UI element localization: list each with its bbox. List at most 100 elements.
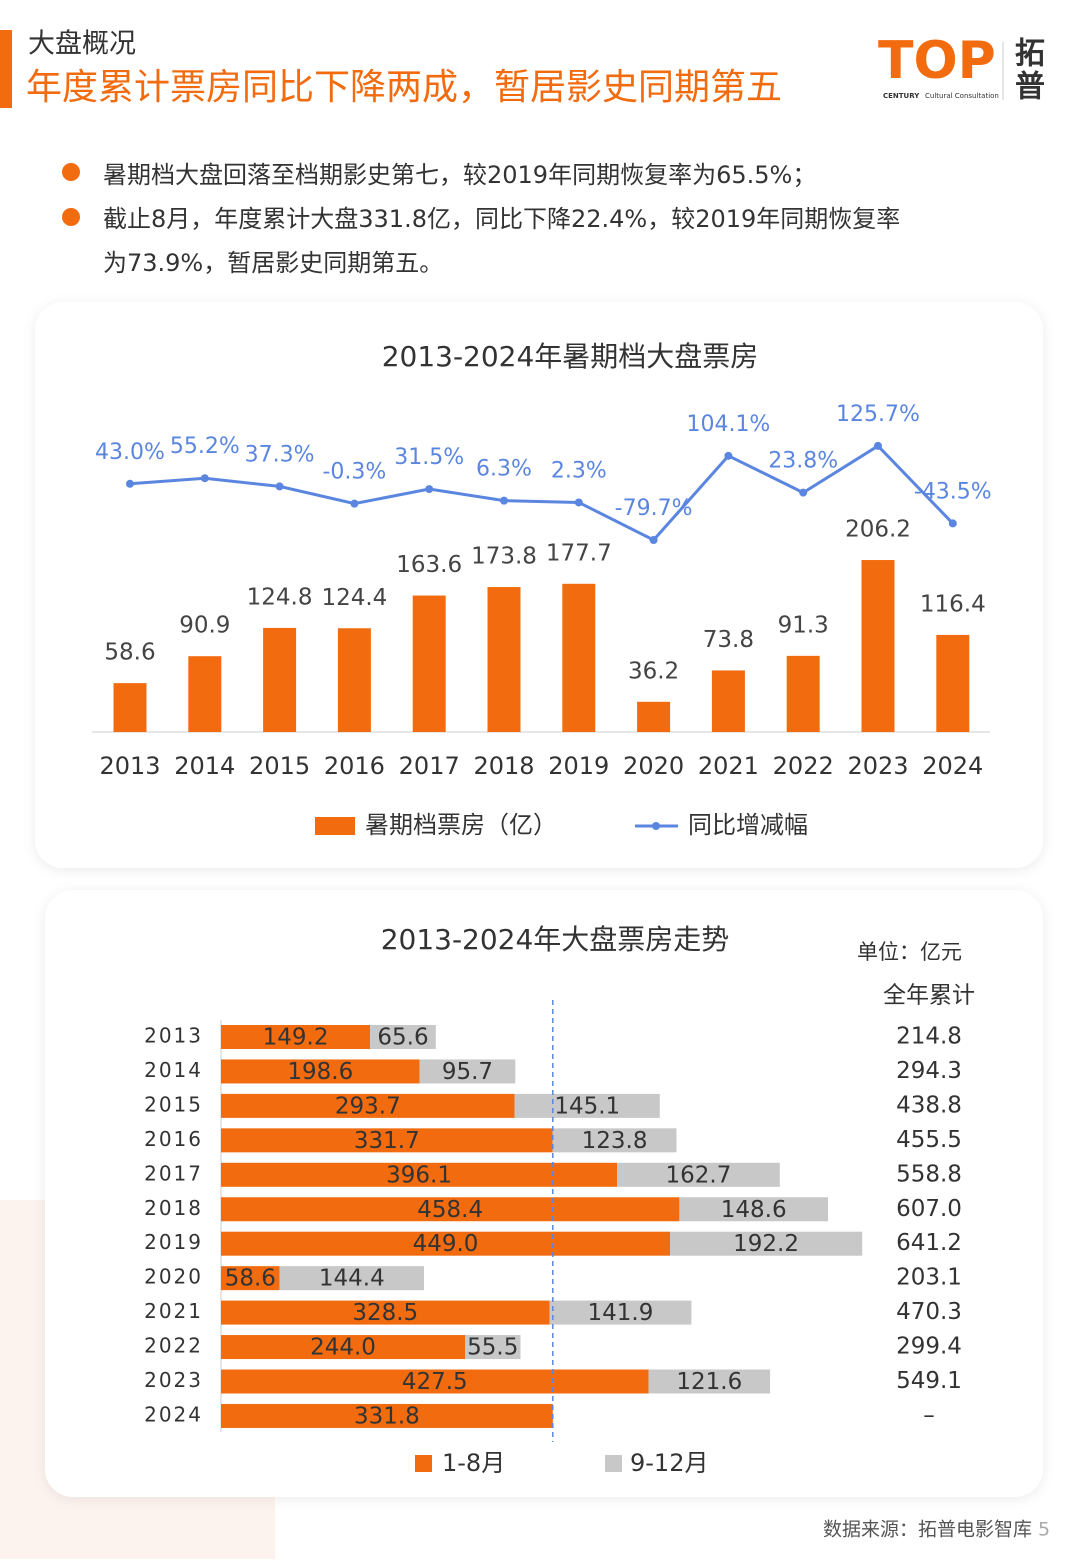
- y-tick-label: 2020: [144, 1265, 203, 1289]
- bar-segment: [670, 1231, 863, 1256]
- line-point: [275, 482, 284, 491]
- value-label: 162.7: [666, 1162, 732, 1188]
- bar-segment: [279, 1266, 424, 1291]
- chart-title: 2013-2024年暑期档大盘票房: [382, 340, 759, 373]
- value-label: 449.0: [413, 1231, 479, 1257]
- value-label: 65.6: [377, 1025, 428, 1051]
- value-label: 149.2: [263, 1025, 329, 1051]
- y-tick-label: 2016: [144, 1127, 203, 1151]
- total-label: 455.5: [896, 1127, 962, 1153]
- bullet-text: 为73.9%，暂居影史同期第五。: [103, 249, 443, 277]
- total-label: 214.8: [896, 1024, 962, 1050]
- bar-segment: [221, 1300, 550, 1325]
- source: 数据来源：拓普电影智库: [823, 1519, 1032, 1541]
- value-label: 145.1: [554, 1093, 620, 1119]
- bar-segment: [617, 1162, 780, 1187]
- total-label: 203.1: [896, 1265, 962, 1291]
- bar-segment: [552, 1128, 677, 1153]
- value-label: 206.2: [845, 517, 911, 543]
- bar-segment: [465, 1335, 521, 1360]
- bar-segment: [679, 1197, 828, 1222]
- legend-label: 暑期档票房（亿）: [365, 811, 557, 839]
- value-label: 90.9: [179, 613, 230, 639]
- legend-swatch: [652, 822, 660, 830]
- x-tick-label: 2022: [773, 752, 834, 780]
- logo-cn: 拓: [1015, 37, 1045, 72]
- value-label: 55.5: [467, 1335, 518, 1361]
- value-label: 55.2%: [170, 434, 240, 459]
- value-label: 148.6: [721, 1197, 787, 1223]
- total-label: –: [923, 1402, 935, 1428]
- value-label: 23.8%: [768, 449, 838, 474]
- line-point: [948, 519, 957, 528]
- x-tick-label: 2023: [847, 752, 908, 780]
- value-label: 58.6: [225, 1266, 276, 1292]
- line-point: [126, 479, 134, 488]
- unit-label: 单位：亿元: [857, 940, 962, 964]
- legend-label: 1-8月: [442, 1449, 505, 1477]
- x-tick-label: 2024: [922, 752, 983, 780]
- y-tick-label: 2023: [144, 1368, 203, 1392]
- y-tick-label: 2021: [144, 1299, 203, 1323]
- y-tick-label: 2024: [144, 1402, 203, 1426]
- bar: [113, 683, 147, 732]
- bar: [487, 587, 521, 732]
- value-label: 244.0: [310, 1335, 376, 1361]
- value-label: 163.6: [396, 552, 462, 578]
- line: [129, 444, 954, 542]
- bar: [188, 656, 222, 732]
- total-label: 641.2: [896, 1230, 962, 1256]
- page-title: 年度累计票房同比下降两成，暂居影史同期第五: [26, 67, 782, 108]
- y-tick-label: 2013: [144, 1024, 203, 1048]
- legend-label: 9-12月: [630, 1449, 708, 1477]
- y-tick-label: 2014: [144, 1058, 203, 1082]
- bullet-dot: [62, 163, 80, 181]
- bar-segment: [648, 1369, 771, 1394]
- y-tick-label: 2018: [144, 1196, 203, 1220]
- bar-segment: [221, 1128, 553, 1153]
- x-tick-label: 2018: [473, 752, 534, 780]
- y-tick-label: 2015: [144, 1092, 203, 1116]
- line-point: [574, 498, 583, 507]
- bar-segment: [221, 1025, 371, 1049]
- total-label: 607.0: [896, 1196, 962, 1222]
- page-number: 5: [1038, 1519, 1050, 1541]
- total-label: 470.3: [896, 1299, 962, 1325]
- chart-title: 2013-2024年大盘票房走势: [381, 923, 730, 956]
- bar: [412, 595, 446, 732]
- value-label: 104.1%: [686, 412, 770, 437]
- legend-swatch: [315, 817, 355, 835]
- bar: [263, 627, 297, 732]
- value-label: 427.5: [402, 1369, 468, 1395]
- bullet-text: 截止8月，年度累计大盘331.8亿，同比下降22.4%，较2019年同期恢复率: [103, 205, 900, 233]
- line-point: [799, 488, 808, 497]
- bar-segment: [514, 1093, 660, 1118]
- bar: [562, 583, 596, 732]
- value-label: 125.7%: [836, 402, 920, 427]
- total-label: 549.1: [896, 1368, 962, 1394]
- x-tick-label: 2016: [324, 752, 385, 780]
- value-label: 91.3: [778, 612, 829, 638]
- value-label: 58.6: [104, 640, 155, 666]
- value-label: 116.4: [920, 591, 986, 617]
- legend-swatch: [605, 1455, 622, 1472]
- bar-segment: [549, 1300, 692, 1325]
- bar: [711, 670, 745, 732]
- line-point: [425, 485, 434, 494]
- totals-header: 全年累计: [883, 983, 975, 1009]
- value-label: 192.2: [733, 1231, 799, 1257]
- bar: [786, 655, 820, 732]
- value-label: 458.4: [417, 1197, 483, 1223]
- x-tick-label: 2017: [399, 752, 460, 780]
- y-tick-label: 2017: [144, 1161, 203, 1185]
- value-label: -0.3%: [322, 460, 386, 485]
- value-label: 43.0%: [95, 440, 165, 465]
- logo-sub: CENTURY: [883, 92, 920, 100]
- value-label: 6.3%: [476, 457, 532, 482]
- value-label: 95.7: [442, 1059, 493, 1085]
- x-tick-label: 2019: [548, 752, 609, 780]
- legend-label: 同比增减幅: [688, 811, 808, 839]
- line-point: [649, 536, 658, 545]
- line-point: [874, 441, 882, 450]
